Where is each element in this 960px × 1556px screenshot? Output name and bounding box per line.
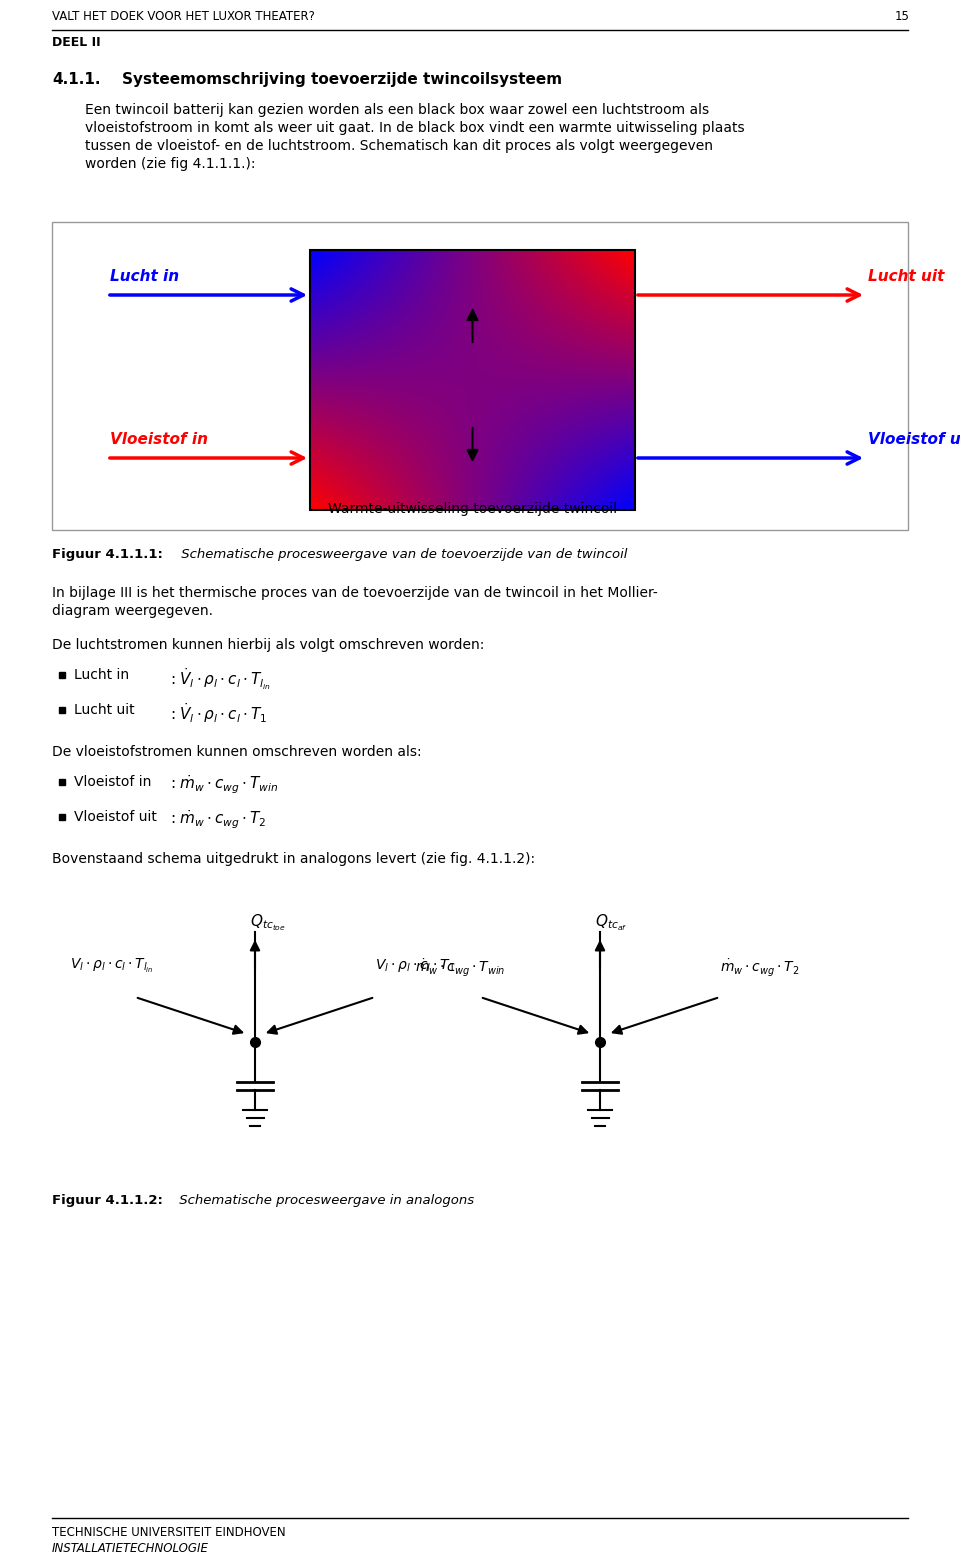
Bar: [310, 251, 635, 510]
Text: $Q_{tc_{af}}$: $Q_{tc_{af}}$: [595, 912, 627, 932]
Text: $\dot{m}_w \cdot c_{wg} \cdot T_2$: $\dot{m}_w \cdot c_{wg} \cdot T_2$: [720, 957, 800, 979]
Text: $\dot{m}_w \cdot c_{wg} \cdot T_{win}$: $\dot{m}_w \cdot c_{wg} \cdot T_{win}$: [415, 957, 505, 979]
Text: In bijlage III is het thermische proces van de toevoerzijde van de twincoil in h: In bijlage III is het thermische proces …: [52, 587, 658, 601]
Text: worden (zie fig 4.1.1.1.):: worden (zie fig 4.1.1.1.):: [85, 157, 255, 171]
Text: Lucht in: Lucht in: [74, 668, 130, 682]
Text: Figuur 4.1.1.2:: Figuur 4.1.1.2:: [52, 1193, 163, 1207]
Text: Schematische procesweergave in analogons: Schematische procesweergave in analogons: [175, 1193, 474, 1207]
Text: Een twincoil batterij kan gezien worden als een black box waar zowel een luchtst: Een twincoil batterij kan gezien worden …: [85, 103, 709, 117]
Text: 15: 15: [895, 9, 910, 23]
Text: 4.1.1.: 4.1.1.: [52, 72, 101, 87]
Text: Figuur 4.1.1.1:: Figuur 4.1.1.1:: [52, 548, 163, 562]
Text: Warmte-uitwisseling toevoerzijde twincoil: Warmte-uitwisseling toevoerzijde twincoi…: [328, 503, 617, 517]
Text: Lucht uit: Lucht uit: [74, 703, 134, 717]
Text: $: \dot{m}_w \cdot c_{wg} \cdot T_{win}$: $: \dot{m}_w \cdot c_{wg} \cdot T_{win}$: [168, 773, 278, 795]
Text: tussen de vloeistof- en de luchtstroom. Schematisch kan dit proces als volgt wee: tussen de vloeistof- en de luchtstroom. …: [85, 138, 713, 152]
Text: Lucht uit: Lucht uit: [868, 269, 945, 285]
Text: De luchtstromen kunnen hierbij als volgt omschreven worden:: De luchtstromen kunnen hierbij als volgt…: [52, 638, 485, 652]
Text: diagram weergegeven.: diagram weergegeven.: [52, 604, 213, 618]
Text: VALT HET DOEK VOOR HET LUXOR THEATER?: VALT HET DOEK VOOR HET LUXOR THEATER?: [52, 9, 315, 23]
Text: $V_l \cdot \rho_l \cdot c_l \cdot T_1$: $V_l \cdot \rho_l \cdot c_l \cdot T_1$: [375, 957, 455, 974]
Text: Vloeistof uit: Vloeistof uit: [868, 433, 960, 447]
Text: vloeistofstroom in komt als weer uit gaat. In de black box vindt een warmte uitw: vloeistofstroom in komt als weer uit gaa…: [85, 121, 745, 135]
Text: $: \dot{V}_l \cdot \rho_l \cdot c_l \cdot T_1$: $: \dot{V}_l \cdot \rho_l \cdot c_l \cdo…: [168, 702, 268, 725]
Text: Systeemomschrijving toevoerzijde twincoilsysteem: Systeemomschrijving toevoerzijde twincoi…: [122, 72, 563, 87]
Text: INSTALLATIETECHNOLOGIE: INSTALLATIETECHNOLOGIE: [52, 1542, 209, 1554]
Text: $V_l \cdot \rho_l \cdot c_l \cdot T_{l_{in}}$: $V_l \cdot \rho_l \cdot c_l \cdot T_{l_{…: [70, 957, 154, 976]
Text: DEEL II: DEEL II: [52, 36, 101, 48]
Bar: [52, 223, 908, 531]
Text: $Q_{tc_{toe}}$: $Q_{tc_{toe}}$: [250, 912, 286, 932]
Text: Vloeistof in: Vloeistof in: [110, 433, 208, 447]
Text: TECHNISCHE UNIVERSITEIT EINDHOVEN: TECHNISCHE UNIVERSITEIT EINDHOVEN: [52, 1526, 286, 1539]
Text: Bovenstaand schema uitgedrukt in analogons levert (zie fig. 4.1.1.2):: Bovenstaand schema uitgedrukt in analogo…: [52, 853, 535, 867]
Text: Lucht in: Lucht in: [110, 269, 180, 285]
Text: Schematische procesweergave van de toevoerzijde van de twincoil: Schematische procesweergave van de toevo…: [177, 548, 628, 562]
Text: Vloeistof uit: Vloeistof uit: [74, 811, 156, 825]
Text: $: \dot{m}_w \cdot c_{wg} \cdot T_2$: $: \dot{m}_w \cdot c_{wg} \cdot T_2$: [168, 808, 266, 831]
Text: Vloeistof in: Vloeistof in: [74, 775, 152, 789]
Text: De vloeistofstromen kunnen omschreven worden als:: De vloeistofstromen kunnen omschreven wo…: [52, 745, 421, 759]
Text: $: \dot{V}_l \cdot \rho_l \cdot c_l \cdot T_{l_{in}}$: $: \dot{V}_l \cdot \rho_l \cdot c_l \cdo…: [168, 666, 271, 691]
